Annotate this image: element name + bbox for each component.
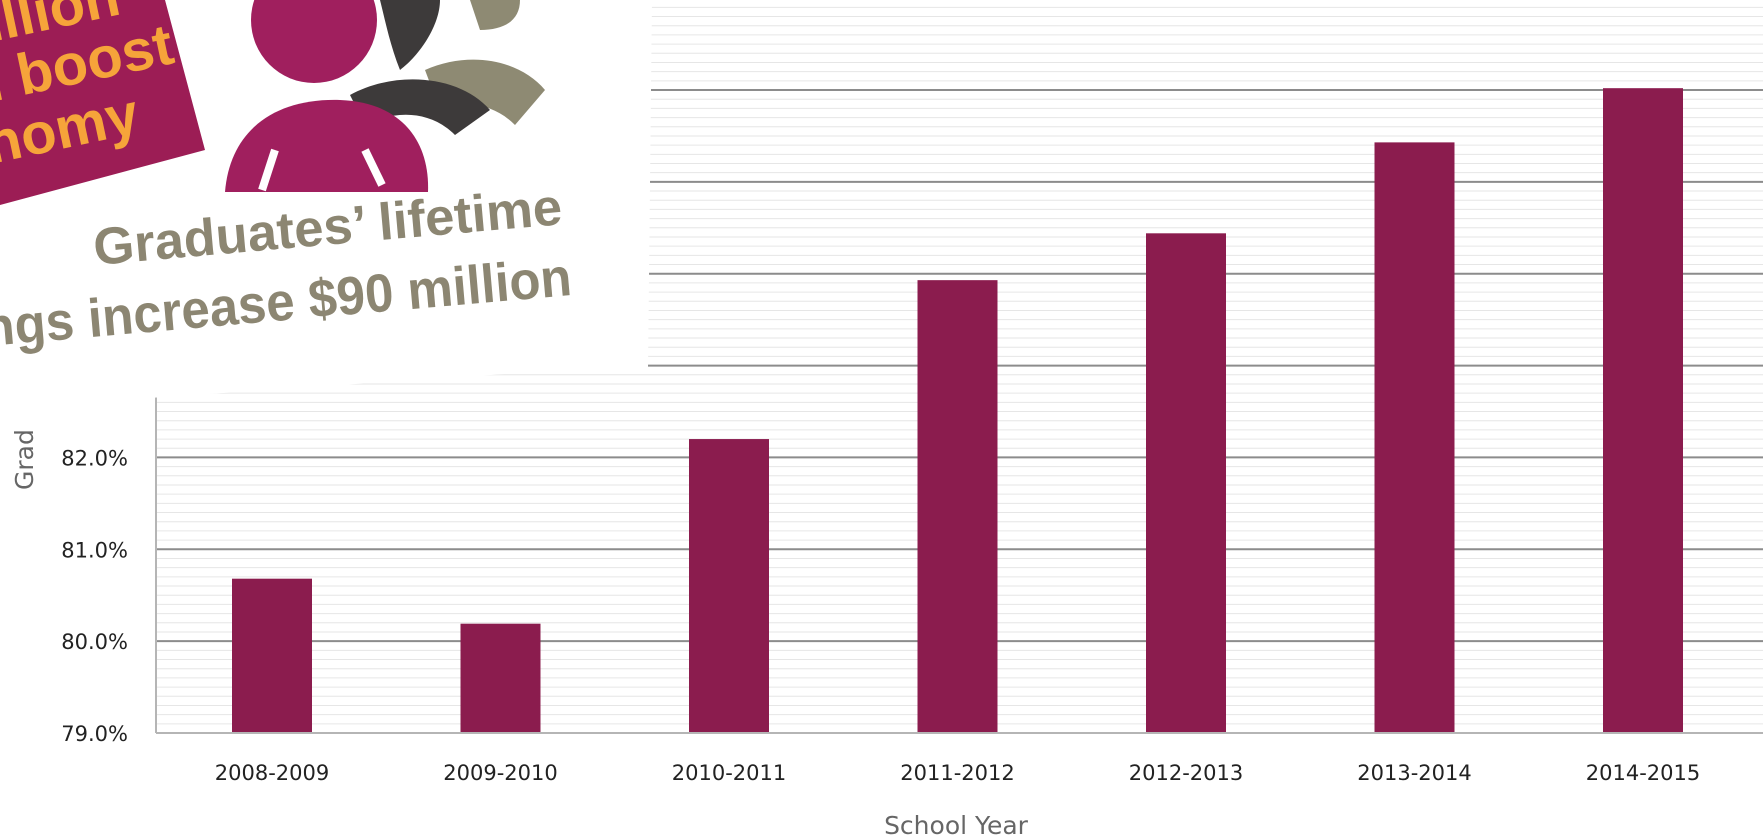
infographic-inset: illion l boost nomy Graduates’ lifetime … xyxy=(0,0,652,408)
x-tick-label: 2014-2015 xyxy=(1586,761,1700,785)
x-tick-label: 2013-2014 xyxy=(1357,761,1471,785)
bars xyxy=(232,88,1683,734)
bar-2010-2011 xyxy=(689,439,769,733)
y-tick-label: 79.0% xyxy=(61,722,128,746)
bar-2014-2015 xyxy=(1603,88,1683,734)
graduates-figure-icon xyxy=(225,0,545,192)
x-tick-label: 2008-2009 xyxy=(215,761,329,785)
bar-2013-2014 xyxy=(1374,142,1455,733)
bar-2011-2012 xyxy=(917,280,998,733)
x-axis-title: School Year xyxy=(884,811,1029,839)
y-tick-labels: 79.0% 80.0% 81.0% 82.0% xyxy=(61,446,128,746)
bar-2009-2010 xyxy=(460,623,541,733)
x-tick-label: 2011-2012 xyxy=(900,761,1014,785)
x-tick-label: 2009-2010 xyxy=(443,761,557,785)
bar-2012-2013 xyxy=(1146,233,1226,733)
y-tick-label: 80.0% xyxy=(61,630,128,654)
y-axis-title: Grad xyxy=(10,429,39,490)
headline-banner xyxy=(0,0,205,205)
x-tick-labels: 2008-2009 2009-2010 2010-2011 2011-2012 2012… xyxy=(215,761,1700,785)
y-tick-label: 82.0% xyxy=(61,446,128,470)
x-tick-label: 2010-2011 xyxy=(672,761,786,785)
bar-2008-2009 xyxy=(232,578,312,733)
x-tick-label: 2012-2013 xyxy=(1129,761,1243,785)
y-tick-label: 81.0% xyxy=(61,538,128,562)
